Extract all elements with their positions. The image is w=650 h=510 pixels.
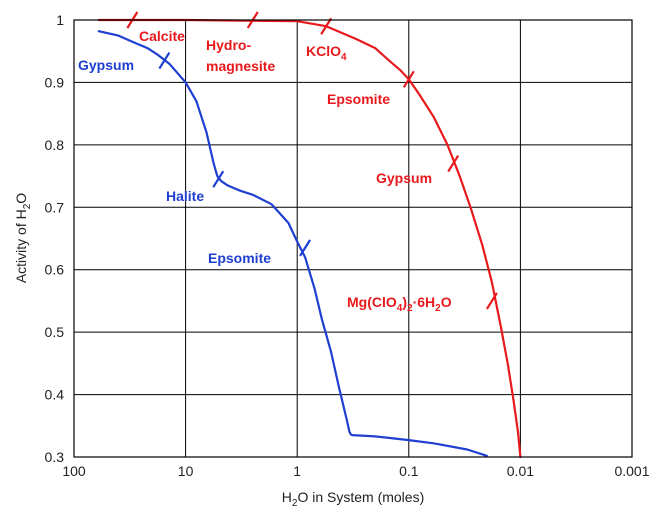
annotation-mg-perchlorate: Mg(ClO4)2·6H2O — [347, 294, 452, 314]
x-tick-label: 0.01 — [507, 463, 534, 479]
x-axis-title: H2O in System (moles) — [282, 489, 425, 509]
x-tick-label: 0.1 — [399, 463, 419, 479]
phase-tick-marker — [402, 70, 415, 88]
x-tick-label: 1 — [293, 463, 301, 479]
y-tick-label: 0.3 — [45, 449, 65, 465]
series-line-1 — [97, 30, 488, 457]
y-tick-label: 0.6 — [45, 262, 65, 278]
annotation-magnesite: magnesite — [206, 58, 275, 74]
phase-tick-marker — [299, 239, 312, 257]
x-tick-label: 100 — [62, 463, 86, 479]
y-tick-label: 0.9 — [45, 74, 65, 90]
plot-frame — [73, 19, 633, 458]
phase-tick-marker — [158, 51, 171, 70]
phase-tick-marker — [485, 292, 498, 310]
grid — [74, 20, 632, 457]
phase-markers — [126, 11, 498, 310]
series-line-2 — [97, 18, 522, 459]
x-tick-label: 10 — [178, 463, 194, 479]
y-tick-label: 0.5 — [45, 324, 65, 340]
annotation-gypsum-red: Gypsum — [376, 170, 432, 186]
y-tick-label: 0.4 — [45, 387, 65, 403]
series-lines — [97, 18, 522, 459]
annotation-halite-blue: Halite — [166, 188, 204, 204]
y-axis-title: Activity of H2O — [13, 193, 33, 283]
annotation-epsomite-red: Epsomite — [327, 91, 390, 107]
annotation-calcite: Calcite — [139, 28, 185, 44]
phase-tick-marker — [320, 17, 333, 35]
phase-tick-marker — [212, 170, 225, 188]
annotation-epsomite-blue: Epsomite — [208, 250, 271, 266]
annotation-kclo4: KClO4 — [306, 43, 347, 63]
y-tick-label: 0.7 — [45, 199, 65, 215]
annotations: Gypsum Halite Epsomite Calcite Hydro- ma… — [78, 28, 452, 314]
annotation-hydro: Hydro- — [206, 37, 251, 53]
tick-labels: 100 10 1 0.1 0.01 0.001 0.3 0.4 0.5 0.6 0.7 0.8 0.9 1 — [45, 12, 650, 479]
annotation-gypsum-blue: Gypsum — [78, 57, 134, 73]
y-tick-label: 0.8 — [45, 137, 65, 153]
y-tick-label: 1 — [56, 12, 64, 28]
phase-tick-marker — [447, 155, 460, 173]
x-tick-label: 0.001 — [614, 463, 649, 479]
